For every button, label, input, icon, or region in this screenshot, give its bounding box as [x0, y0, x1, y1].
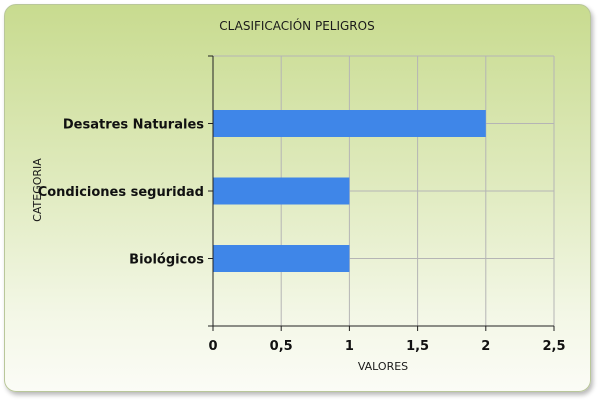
category-label: Desatres Naturales — [63, 118, 204, 133]
x-tick-label: 1 — [345, 339, 354, 354]
x-tick-labels: 0 0,5 1 1,5 2 2,5 — [208, 339, 565, 354]
bar — [213, 110, 486, 137]
category-labels: Desatres Naturales Condiciones seguridad B… — [38, 118, 205, 268]
x-tick-label: 2,5 — [542, 339, 565, 354]
x-tick-label: 2 — [481, 339, 490, 354]
y-axis-title: CATEGORIA — [31, 158, 44, 222]
axes — [208, 55, 555, 331]
category-label: Biológicos — [129, 253, 204, 268]
x-axis-title: VALORES — [358, 360, 408, 373]
chart-title: CLASIFICACIÓN PELIGROS — [219, 18, 374, 33]
x-tick-label: 1,5 — [406, 339, 429, 354]
x-tick-label: 0 — [208, 339, 217, 354]
bars — [213, 110, 486, 272]
bar — [213, 177, 350, 205]
bar — [213, 245, 350, 272]
category-label: Condiciones seguridad — [38, 185, 204, 200]
x-tick-label: 0,5 — [270, 339, 293, 354]
